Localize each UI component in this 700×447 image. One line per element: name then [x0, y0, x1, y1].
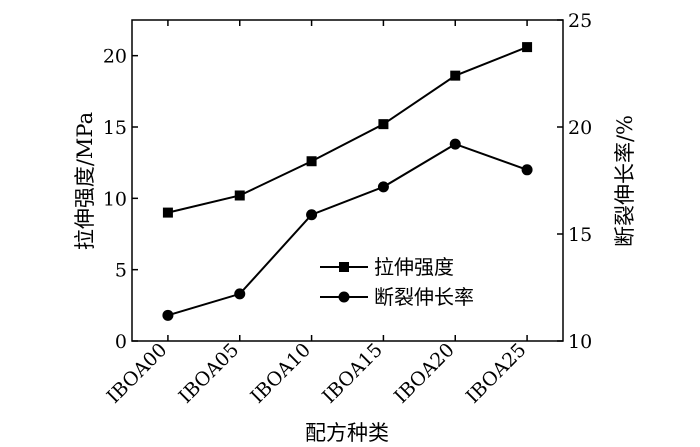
- right-axis-tick-label: 10: [568, 331, 592, 353]
- legend: 拉伸强度 断裂伸长率: [320, 255, 474, 309]
- data-point-tensile: [522, 42, 533, 53]
- data-point-elongation: [162, 309, 174, 321]
- ticks-layer: 0 5 10 15 20 10 15 20 25 IBOA00 IBOA05 IBOA10 IBOA15…: [103, 10, 593, 408]
- legend-marker-square: [339, 262, 349, 272]
- right-axis-label: 断裂伸长率/%: [613, 115, 637, 247]
- plot-frame: [131, 19, 564, 342]
- x-axis-tick-label: IBOA00: [103, 339, 172, 408]
- left-axis-tick-label: 0: [115, 331, 127, 353]
- data-point-tensile: [234, 190, 245, 201]
- legend-label-tensile: 拉伸强度: [374, 255, 454, 279]
- x-axis-tick-label: IBOA10: [246, 339, 315, 408]
- data-point-tensile: [378, 119, 389, 130]
- right-axis-tick-label: 15: [568, 224, 592, 246]
- left-axis-tick-label: 20: [103, 46, 127, 68]
- x-axis-tick-label: IBOA25: [462, 339, 531, 408]
- data-point-tensile: [306, 156, 317, 167]
- series-line-elongation: [167, 143, 528, 317]
- series-layer: [162, 42, 533, 321]
- x-axis-tick-label: IBOA15: [318, 339, 387, 408]
- data-point-elongation: [449, 138, 461, 150]
- legend-marker-circle: [338, 291, 350, 303]
- left-axis-tick-label: 15: [103, 117, 127, 139]
- data-point-elongation: [234, 288, 246, 300]
- legend-label-elongation: 断裂伸长率: [374, 285, 474, 309]
- right-axis-tick-label: 20: [568, 117, 592, 139]
- x-axis-label: 配方种类: [305, 421, 389, 445]
- data-point-tensile: [450, 70, 461, 81]
- data-point-elongation: [521, 164, 533, 176]
- data-point-tensile: [162, 207, 173, 218]
- left-axis-tick-label: 5: [115, 260, 127, 282]
- left-axis-tick-label: 10: [103, 188, 127, 210]
- x-axis-tick-label: IBOA05: [174, 339, 243, 408]
- data-point-elongation: [377, 181, 389, 193]
- x-axis-tick-label: IBOA20: [390, 339, 459, 408]
- left-axis-label: 拉伸强度/MPa: [73, 112, 97, 250]
- right-axis-tick-label: 25: [568, 10, 592, 32]
- series-line-tensile: [167, 46, 528, 214]
- data-point-elongation: [306, 209, 318, 221]
